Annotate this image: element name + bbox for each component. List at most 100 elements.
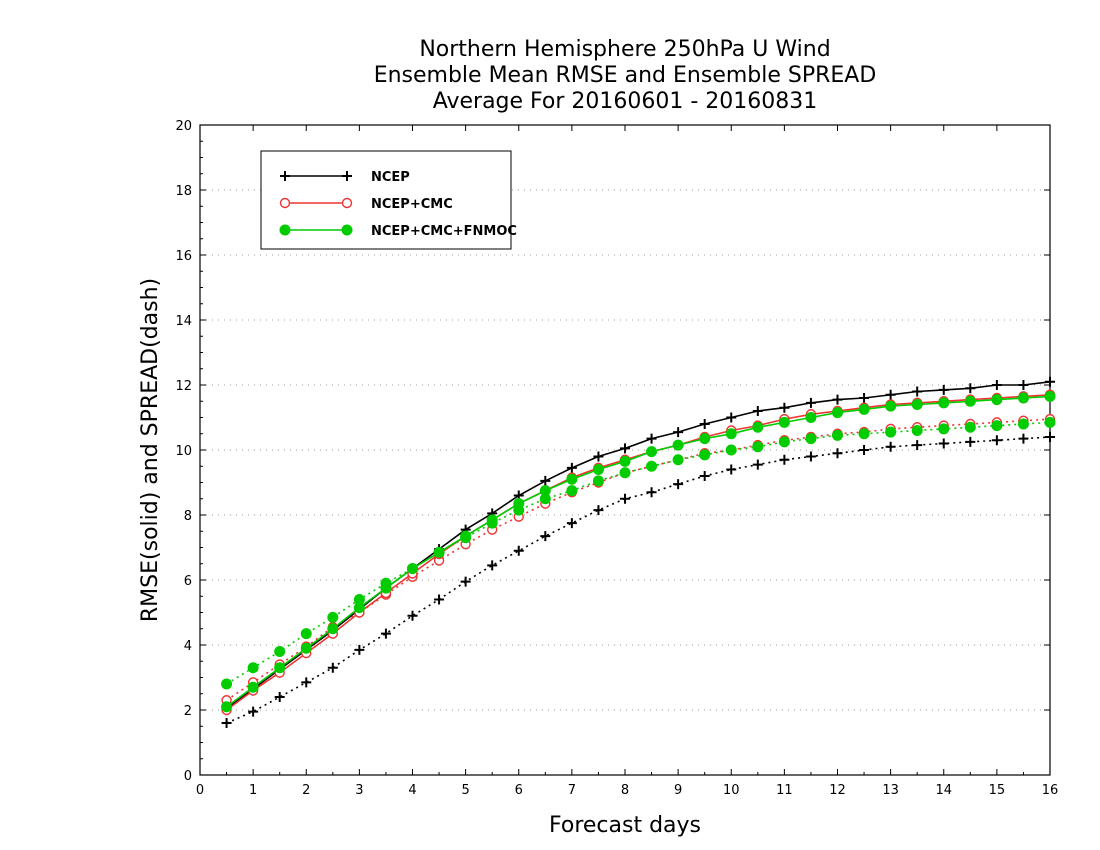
data-point-ncep-rmse xyxy=(991,380,1002,390)
x-tick-label-10: 10 xyxy=(723,783,740,798)
data-point-ncep-spread xyxy=(248,706,259,717)
series-ncep-cmc-fnmoc-spread xyxy=(221,416,1056,690)
x-tick-label-16: 16 xyxy=(1042,783,1059,798)
data-point-ncep-spread xyxy=(965,436,976,447)
data-point-ncep-cmc-fnmoc-rmse xyxy=(699,433,711,445)
data-point-ncep-cmc-fnmoc-spread xyxy=(885,426,897,438)
data-point-ncep-cmc-fnmoc-rmse xyxy=(672,439,684,451)
data-point-ncep-cmc-fnmoc-rmse xyxy=(539,485,551,497)
data-point-ncep-rmse xyxy=(540,475,551,486)
legend-marker-left-ncep xyxy=(280,171,290,181)
data-point-ncep-cmc-fnmoc-rmse xyxy=(885,400,897,412)
data-point-ncep-cmc-fnmoc-rmse xyxy=(1017,392,1029,404)
data-point-ncep-cmc-fnmoc-rmse xyxy=(832,407,843,419)
data-point-ncep-spread xyxy=(354,644,365,655)
data-point-ncep-spread xyxy=(513,545,524,556)
data-point-ncep-spread xyxy=(1045,432,1055,442)
y-tick-label-8: 8 xyxy=(184,509,192,524)
data-point-ncep-rmse xyxy=(646,433,657,444)
data-point-ncep-spread xyxy=(912,440,923,451)
x-axis-title: Forecast days xyxy=(549,813,701,838)
data-point-ncep-cmc-fnmoc-rmse xyxy=(938,397,950,409)
data-point-ncep-cmc-fnmoc-spread xyxy=(247,662,259,674)
data-point-ncep-cmc-fnmoc-spread xyxy=(858,428,870,440)
data-point-ncep-cmc-fnmoc-rmse xyxy=(221,701,233,713)
data-point-ncep-spread xyxy=(779,454,790,465)
legend-box xyxy=(260,150,512,250)
data-point-ncep-cmc-fnmoc-rmse xyxy=(247,681,259,693)
data-point-ncep-cmc-fnmoc-rmse xyxy=(513,498,525,510)
data-point-ncep-cmc-fnmoc-rmse xyxy=(566,473,578,485)
data-point-ncep-cmc-fnmoc-rmse xyxy=(964,395,976,407)
series-ncep-cmc-spread xyxy=(221,413,1056,706)
data-point-ncep-rmse xyxy=(859,393,870,403)
chart-title-line-1: Northern Hemisphere 250hPa U Wind xyxy=(419,37,831,62)
series-line-ncep-cmc-spread xyxy=(226,418,1051,701)
x-tick-label-11: 11 xyxy=(776,783,793,798)
data-point-ncep-cmc-fnmoc-spread xyxy=(778,436,790,448)
x-tick-label-1: 1 xyxy=(249,783,257,798)
data-point-ncep-cmc-fnmoc-rmse xyxy=(1044,390,1056,402)
data-point-ncep-spread xyxy=(1018,433,1029,444)
data-point-ncep-spread xyxy=(434,594,445,605)
y-tick-label-10: 10 xyxy=(175,444,192,459)
series-ncep-cmc-fnmoc-rmse xyxy=(221,390,1056,713)
data-point-ncep-spread xyxy=(832,448,843,459)
chart-title-line-2: Ensemble Mean RMSE and Ensemble SPREAD xyxy=(373,63,877,88)
y-axis-title: RMSE(solid) and SPREAD(dash) xyxy=(138,278,163,622)
x-tick-label-9: 9 xyxy=(674,783,682,798)
data-point-ncep-cmc-fnmoc-rmse xyxy=(619,455,631,467)
x-tick-label-8: 8 xyxy=(621,783,629,798)
legend-label-ncep: NCEP xyxy=(371,170,410,185)
data-point-ncep-rmse xyxy=(832,394,843,405)
data-point-ncep-rmse xyxy=(699,419,710,429)
x-tick-label-12: 12 xyxy=(829,783,846,798)
data-point-ncep-cmc-fnmoc-rmse xyxy=(300,642,312,654)
data-point-ncep-cmc-fnmoc-rmse xyxy=(778,416,790,428)
legend-label-ncep-cmc: NCEP+CMC xyxy=(371,197,453,212)
x-tick-label-5: 5 xyxy=(461,783,469,798)
series-line-ncep-cmc-rmse xyxy=(226,394,1051,711)
data-point-ncep-cmc-fnmoc-spread xyxy=(805,433,817,445)
data-point-ncep-cmc-fnmoc-spread xyxy=(592,475,604,487)
data-point-ncep-rmse xyxy=(593,451,604,462)
data-point-ncep-cmc-fnmoc-rmse xyxy=(353,602,365,614)
legend-marker-left-ncep-cmc-fnmoc xyxy=(279,224,291,236)
data-point-ncep-cmc-fnmoc-rmse xyxy=(460,530,472,542)
data-point-ncep-rmse xyxy=(912,386,923,397)
data-point-ncep-spread xyxy=(859,445,870,455)
data-point-ncep-cmc-fnmoc-rmse xyxy=(433,546,445,558)
legend-label-ncep-cmc-fnmoc: NCEP+CMC+FNMOC xyxy=(371,224,517,239)
data-point-ncep-cmc-fnmoc-rmse xyxy=(725,428,737,440)
data-point-ncep-spread xyxy=(646,487,657,498)
grid-layer xyxy=(200,189,1050,711)
y-tick-label-20: 20 xyxy=(175,119,192,134)
x-tick-label-3: 3 xyxy=(355,783,363,798)
x-tick-label-6: 6 xyxy=(515,783,523,798)
y-tick-label-6: 6 xyxy=(184,574,192,589)
data-point-ncep-spread xyxy=(938,438,949,449)
data-point-ncep-spread xyxy=(566,518,577,529)
data-point-ncep-spread xyxy=(301,677,312,688)
legend: NCEP NCEP+CMC NCEP+CMC+FNMOC xyxy=(260,150,517,250)
data-point-ncep-rmse xyxy=(779,402,790,413)
y-tick-label-2: 2 xyxy=(184,704,192,719)
data-point-ncep-cmc-fnmoc-spread xyxy=(300,628,312,640)
y-tick-label-18: 18 xyxy=(175,184,192,199)
x-tick-label-15: 15 xyxy=(989,783,1006,798)
data-point-ncep-spread xyxy=(726,464,737,475)
chart-title-line-3: Average For 20160601 - 20160831 xyxy=(432,89,818,114)
data-point-ncep-cmc-fnmoc-spread xyxy=(1044,416,1056,428)
series-layer xyxy=(221,376,1056,728)
data-point-ncep-cmc-fnmoc-spread xyxy=(1017,418,1029,430)
data-point-ncep-cmc-fnmoc-spread xyxy=(672,454,684,466)
data-point-ncep-cmc-fnmoc-rmse xyxy=(858,403,870,415)
data-point-ncep-cmc-fnmoc-rmse xyxy=(911,399,923,410)
legend-item-ncep-cmc: NCEP+CMC xyxy=(279,197,453,212)
data-point-ncep-spread xyxy=(327,662,338,673)
legend-item-ncep: NCEP xyxy=(280,170,410,185)
data-point-ncep-cmc-fnmoc-rmse xyxy=(805,412,817,423)
legend-item-ncep-cmc-fnmoc: NCEP+CMC+FNMOC xyxy=(279,224,517,239)
data-point-ncep-cmc-fnmoc-spread xyxy=(725,444,737,456)
